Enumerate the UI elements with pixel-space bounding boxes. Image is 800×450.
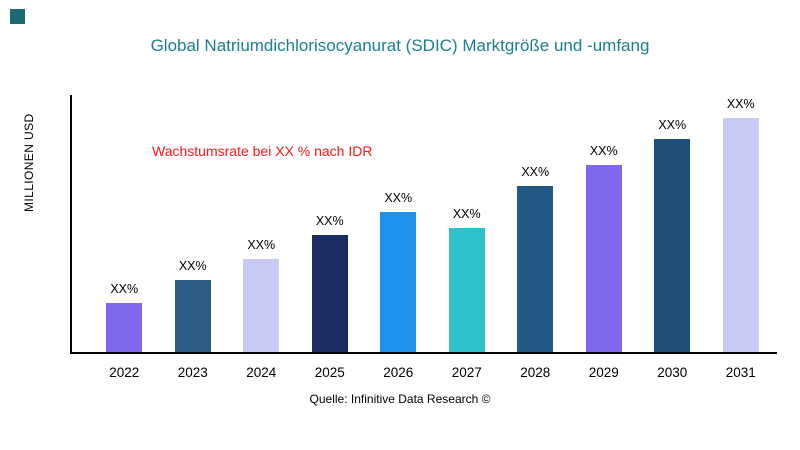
bar-group-2023: XX% 2023 — [159, 95, 228, 380]
x-tick-label: 2025 — [314, 365, 345, 380]
bar-2024 — [243, 259, 280, 352]
bar-2029 — [585, 165, 622, 352]
bar-2031 — [722, 118, 759, 352]
x-tick-label: 2030 — [657, 365, 688, 380]
x-tick-label: 2029 — [588, 365, 619, 380]
bar-value-label: XX% — [384, 191, 413, 205]
chart-title: Global Natriumdichlorisocyanurat (SDIC) … — [150, 36, 650, 55]
x-tick-label: 2023 — [177, 365, 208, 380]
bar-group-2028: XX% 2028 — [501, 95, 570, 380]
bar-group-2030: XX% 2030 — [638, 95, 707, 380]
bar-value-label: XX% — [658, 118, 687, 132]
bar-2025 — [311, 235, 348, 352]
growth-rate-annotation: Wachstumsrate bei XX % nach IDR — [152, 143, 373, 159]
bar-2022 — [106, 303, 143, 352]
bar-value-label: XX% — [178, 259, 207, 273]
bar-group-2026: XX% 2026 — [364, 95, 433, 380]
plot-area: Wachstumsrate bei XX % nach IDR XX% 2022 X… — [70, 95, 777, 380]
bar-value-label: XX% — [521, 165, 550, 179]
bar-2027 — [448, 228, 485, 352]
bar-value-label: XX% — [589, 144, 618, 158]
bar-group-2031: XX% 2031 — [707, 95, 776, 380]
bar-2026 — [380, 212, 417, 352]
bar-value-label: XX% — [452, 207, 481, 221]
bar-value-label: XX% — [110, 282, 139, 296]
bar-value-label: XX% — [315, 214, 344, 228]
bar-2030 — [654, 139, 691, 352]
bar-group-2024: XX% 2024 — [227, 95, 296, 380]
y-axis-label: MILLIONEN USD — [22, 113, 36, 212]
x-tick-label: 2028 — [520, 365, 551, 380]
x-tick-label: 2024 — [246, 365, 277, 380]
bar-group-2027: XX% 2027 — [433, 95, 502, 380]
bar-value-label: XX% — [247, 238, 276, 252]
x-tick-label: 2027 — [451, 365, 482, 380]
bar-group-2025: XX% 2025 — [296, 95, 365, 380]
bar-group-2022: XX% 2022 — [90, 95, 159, 380]
x-tick-label: 2031 — [725, 365, 756, 380]
bar-value-label: XX% — [726, 97, 755, 111]
x-tick-label: 2022 — [109, 365, 140, 380]
bar-2023 — [174, 280, 211, 352]
x-tick-label: 2026 — [383, 365, 414, 380]
bar-2028 — [517, 186, 554, 352]
source-caption: Quelle: Infinitive Data Research © — [309, 392, 491, 406]
bar-group-2029: XX% 2029 — [570, 95, 639, 380]
bars-container: XX% 2022 XX% 2023 XX% 2024 XX% 2025 XX% 2026 XX% 20… — [90, 95, 776, 380]
brand-logo-square — [10, 9, 25, 24]
